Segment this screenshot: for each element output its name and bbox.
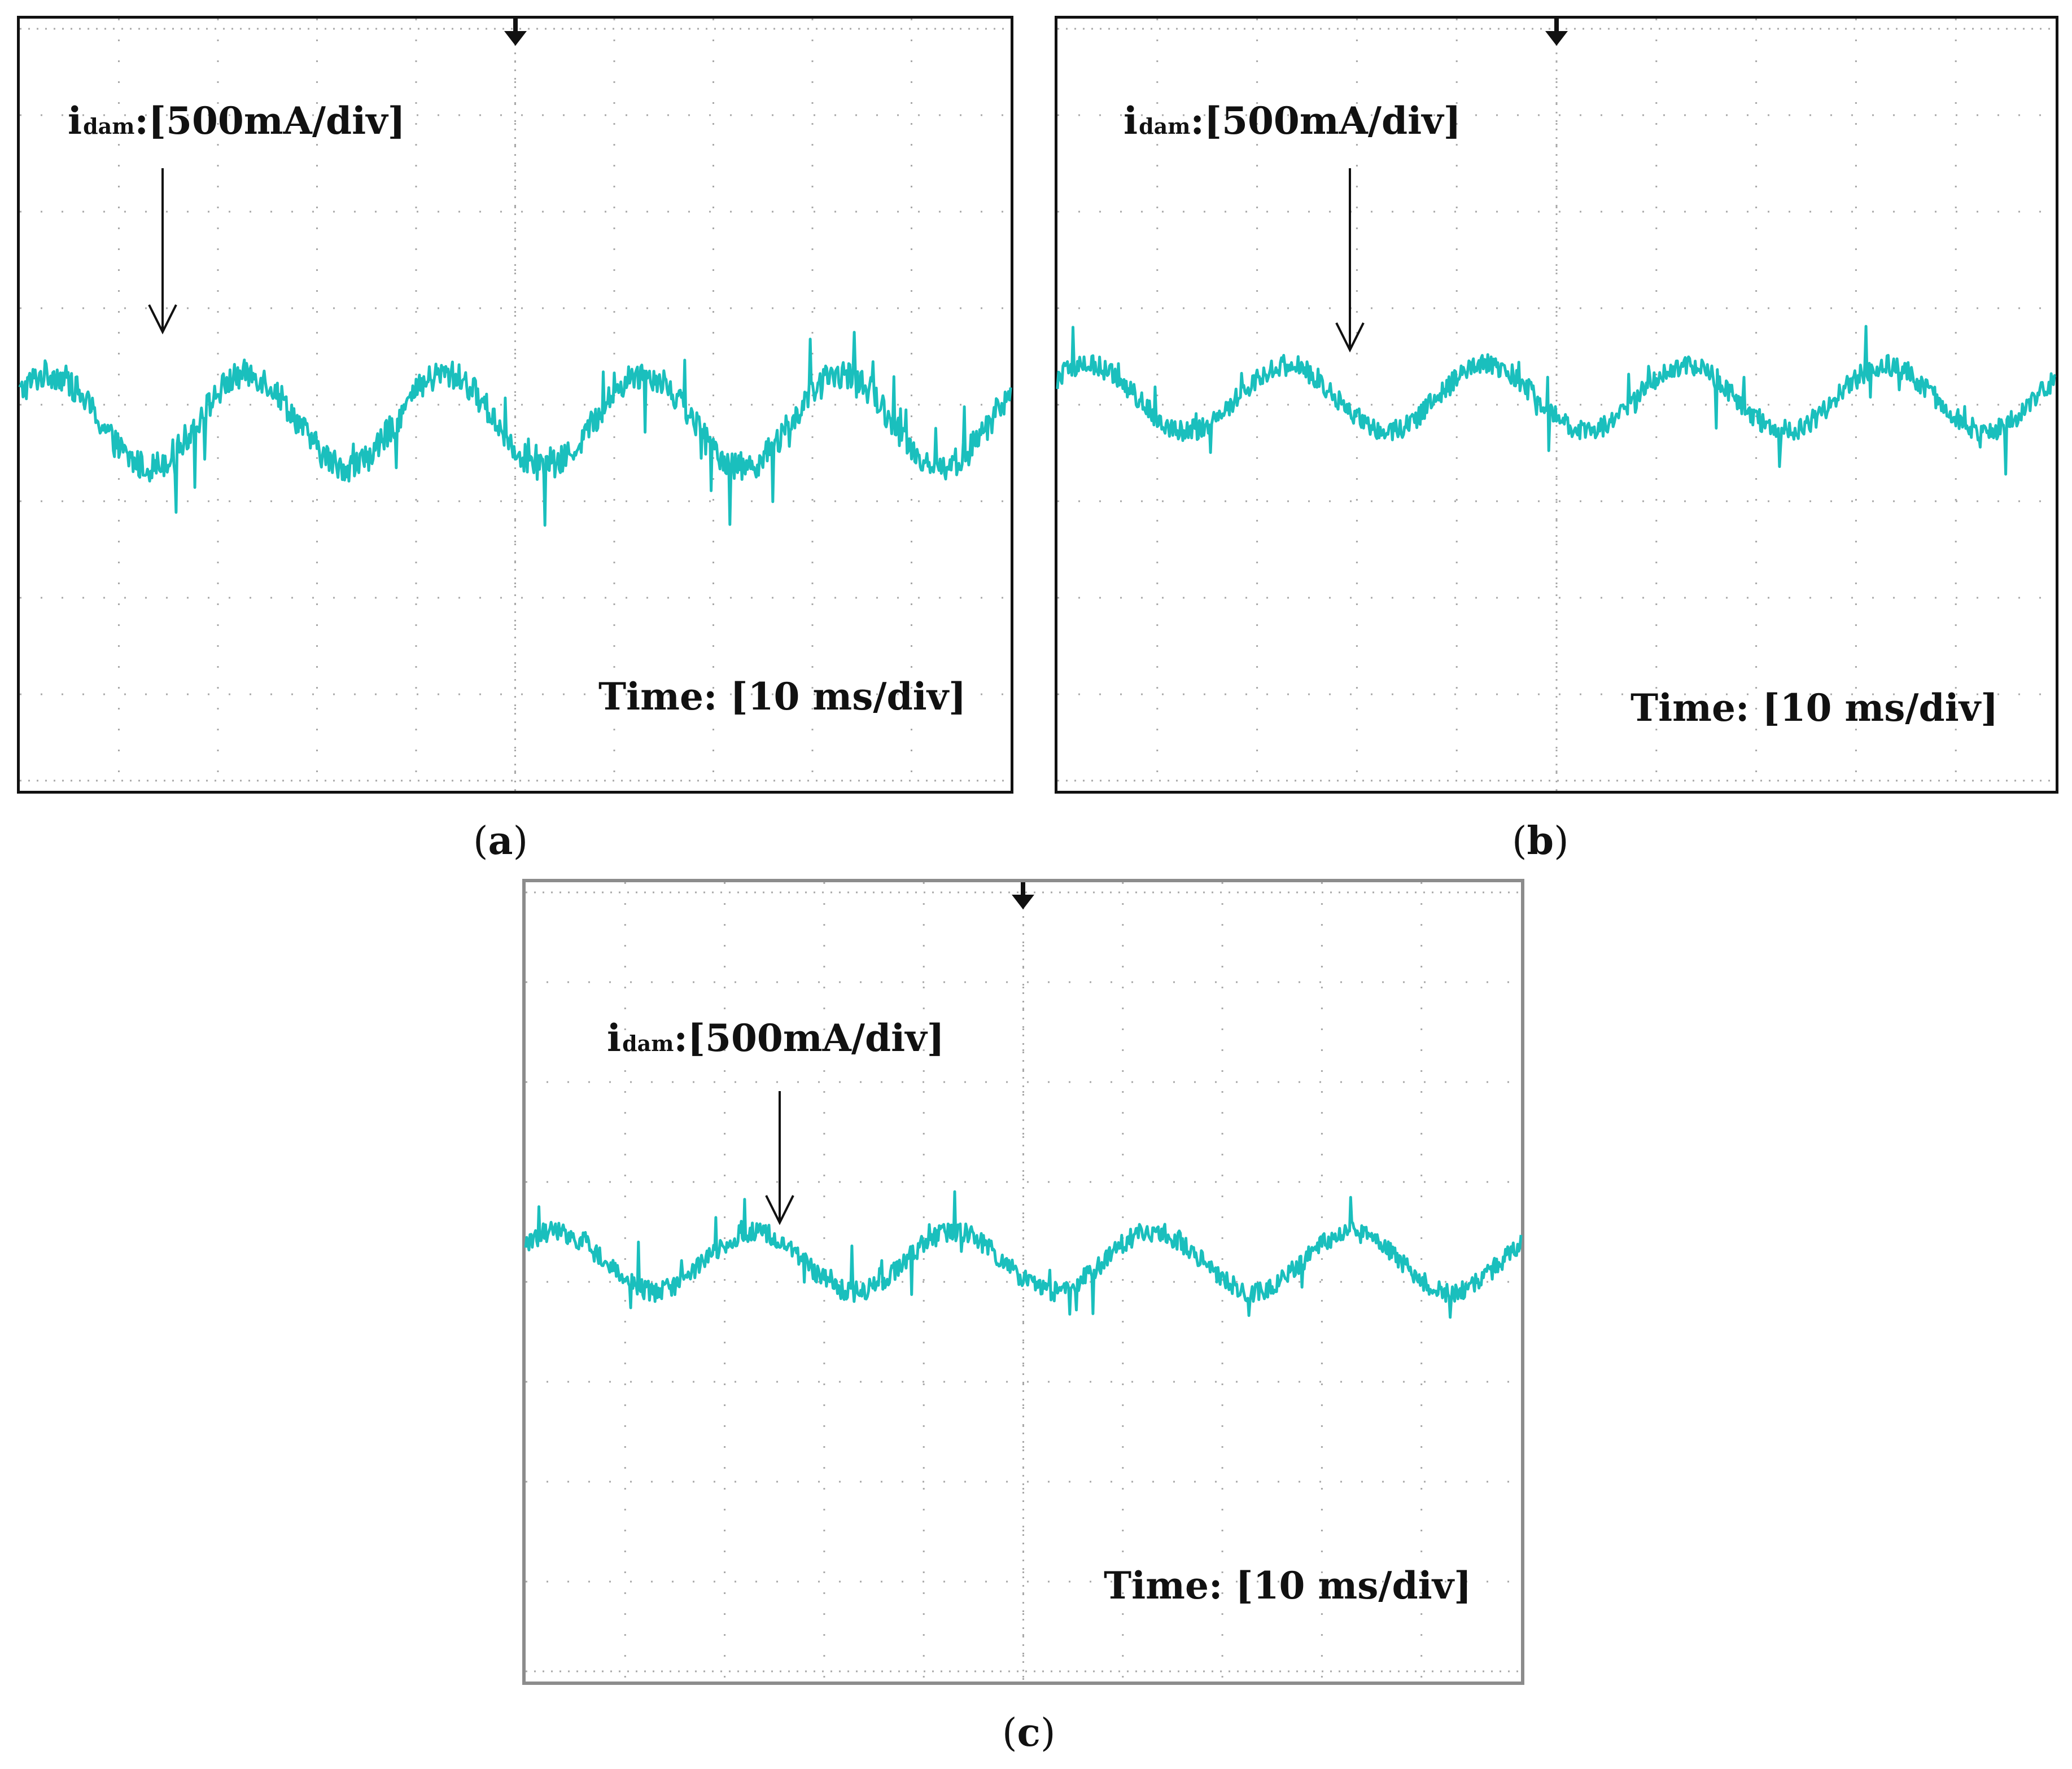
channel-label-c: idam:[500mA/div] [607,1016,945,1060]
channel-symbol: i [1124,99,1138,143]
caption-letter: c [1017,1710,1041,1755]
oscilloscope-screen-a [17,16,1013,794]
oscilloscope-screen-c [522,879,1524,1685]
annotation-arrow [765,1091,794,1225]
channel-scale: :[500mA/div] [1190,99,1461,143]
idam-trace [524,1190,1523,1319]
trigger-position-marker [1545,19,1568,46]
caption-a: (a) [473,818,528,864]
annotation-arrow [148,168,177,335]
channel-subscript: dam [83,113,135,139]
caption-letter: b [1527,818,1554,864]
idam-trace [1056,325,2056,476]
idam-trace [18,331,1012,527]
caption-b: (b) [1512,818,1569,864]
time-scale-label-a: Time: [10 ms/div] [598,675,967,719]
scope-plot-c [524,882,1523,1682]
channel-label-b: idam:[500mA/div] [1124,99,1461,143]
grid [20,19,1011,791]
scope-plot-a [18,19,1012,791]
trigger-position-marker [1012,882,1034,909]
channel-scale: :[500mA/div] [134,99,405,143]
caption-c: (c) [1002,1710,1056,1755]
time-scale-label-c: Time: [10 ms/div] [1104,1564,1472,1608]
channel-subscript: dam [1139,113,1191,139]
channel-subscript: dam [622,1031,674,1056]
channel-symbol: i [68,99,82,143]
oscilloscope-screen-b [1055,16,2058,794]
channel-symbol: i [607,1016,622,1060]
trigger-position-marker [504,19,527,46]
grid [1057,19,2056,791]
channel-scale: :[500mA/div] [674,1016,945,1060]
scope-plot-b [1056,19,2056,791]
time-scale-label-b: Time: [10 ms/div] [1631,686,1999,730]
annotation-arrow [1335,168,1365,353]
caption-letter: a [488,818,513,864]
channel-label-a: idam:[500mA/div] [68,99,405,143]
